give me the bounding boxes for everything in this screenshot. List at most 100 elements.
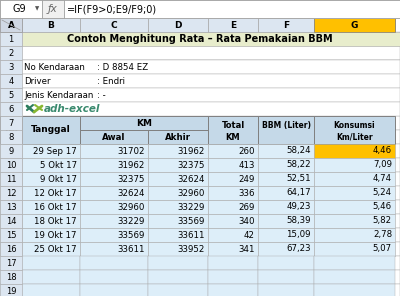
Text: G: G bbox=[351, 20, 358, 30]
Bar bbox=[0, 200, 22, 214]
Bar bbox=[258, 270, 314, 284]
Text: B: B bbox=[48, 20, 54, 30]
Bar bbox=[0, 242, 22, 256]
Text: 19 Okt 17: 19 Okt 17 bbox=[34, 231, 77, 239]
Bar bbox=[22, 242, 400, 256]
Text: 11: 11 bbox=[6, 175, 16, 184]
Text: ƒx: ƒx bbox=[48, 4, 58, 14]
Bar bbox=[22, 186, 400, 200]
Bar bbox=[0, 18, 22, 32]
Text: 64,17: 64,17 bbox=[286, 189, 311, 197]
Bar bbox=[208, 284, 258, 296]
Text: 249: 249 bbox=[239, 175, 255, 184]
Text: Km/Liter: Km/Liter bbox=[336, 133, 373, 141]
Bar bbox=[208, 144, 258, 158]
Text: C: C bbox=[111, 20, 117, 30]
Bar bbox=[148, 256, 208, 270]
Text: 5: 5 bbox=[8, 91, 14, 99]
Bar bbox=[314, 158, 395, 172]
Bar bbox=[22, 116, 80, 144]
Bar bbox=[208, 186, 258, 200]
Text: 12: 12 bbox=[6, 189, 16, 197]
Text: Tanggal: Tanggal bbox=[31, 126, 71, 134]
Bar bbox=[258, 172, 314, 186]
Bar bbox=[148, 228, 208, 242]
Text: ▼: ▼ bbox=[36, 7, 40, 12]
Bar bbox=[0, 130, 22, 144]
Text: 31702: 31702 bbox=[118, 147, 145, 155]
Bar bbox=[0, 200, 22, 214]
Text: 5: 5 bbox=[8, 91, 14, 99]
Text: 17: 17 bbox=[6, 258, 16, 268]
Bar bbox=[22, 200, 400, 214]
Text: 9: 9 bbox=[8, 147, 14, 155]
Text: 16: 16 bbox=[6, 244, 16, 253]
Text: 17: 17 bbox=[6, 258, 16, 268]
Bar bbox=[22, 46, 400, 60]
Text: 32375: 32375 bbox=[178, 160, 205, 170]
Text: 49,23: 49,23 bbox=[286, 202, 311, 212]
Bar bbox=[0, 200, 22, 214]
Bar bbox=[0, 214, 22, 228]
Text: Awal: Awal bbox=[102, 133, 126, 141]
Text: 32960: 32960 bbox=[178, 189, 205, 197]
Bar bbox=[0, 256, 22, 270]
Bar bbox=[258, 158, 314, 172]
Bar bbox=[22, 144, 80, 158]
Text: 14: 14 bbox=[6, 216, 16, 226]
Bar bbox=[64, 0, 400, 18]
Bar bbox=[314, 144, 395, 158]
Bar bbox=[80, 256, 148, 270]
Text: E: E bbox=[230, 20, 236, 30]
Text: =IF(F9>0;E9/F9;0): =IF(F9>0;E9/F9;0) bbox=[67, 4, 157, 14]
Bar bbox=[0, 214, 22, 228]
Bar bbox=[258, 228, 314, 242]
Bar bbox=[22, 60, 400, 74]
Text: 9: 9 bbox=[8, 147, 14, 155]
Text: 33569: 33569 bbox=[118, 231, 145, 239]
Bar bbox=[0, 186, 22, 200]
Bar bbox=[208, 158, 258, 172]
Bar bbox=[64, 0, 400, 18]
Bar bbox=[148, 144, 208, 158]
Bar bbox=[22, 18, 80, 32]
Text: ƒx: ƒx bbox=[48, 4, 58, 14]
Text: 7: 7 bbox=[8, 118, 14, 128]
Bar bbox=[80, 130, 148, 144]
Text: 260: 260 bbox=[238, 147, 255, 155]
Bar bbox=[314, 228, 395, 242]
Text: 413: 413 bbox=[238, 160, 255, 170]
Text: 5 Okt 17: 5 Okt 17 bbox=[40, 160, 77, 170]
Text: 58,22: 58,22 bbox=[286, 160, 311, 170]
Bar bbox=[80, 186, 148, 200]
Text: Total: Total bbox=[221, 121, 245, 130]
Bar bbox=[314, 214, 395, 228]
Bar bbox=[22, 60, 400, 74]
Text: E: E bbox=[230, 20, 236, 30]
Text: : Endri: : Endri bbox=[97, 76, 125, 86]
Bar bbox=[0, 116, 22, 130]
Text: BBM (Liter): BBM (Liter) bbox=[262, 121, 310, 130]
Bar bbox=[22, 270, 80, 284]
Text: 4,74: 4,74 bbox=[373, 175, 392, 184]
Bar bbox=[42, 0, 64, 18]
Text: 1: 1 bbox=[8, 35, 14, 44]
Bar bbox=[0, 284, 22, 296]
Bar bbox=[148, 172, 208, 186]
Text: 33611: 33611 bbox=[118, 244, 145, 253]
Text: 7: 7 bbox=[8, 231, 14, 239]
Bar bbox=[22, 186, 80, 200]
Bar bbox=[0, 18, 22, 32]
Text: KM: KM bbox=[226, 133, 240, 141]
Text: 8: 8 bbox=[8, 244, 14, 253]
Text: 33952: 33952 bbox=[178, 244, 205, 253]
Bar bbox=[80, 116, 208, 130]
Text: KM: KM bbox=[136, 118, 152, 128]
Bar bbox=[22, 270, 400, 284]
Bar bbox=[0, 130, 22, 144]
Bar bbox=[22, 74, 400, 88]
Bar bbox=[208, 242, 258, 256]
Text: No: No bbox=[4, 126, 18, 134]
Text: 15: 15 bbox=[6, 231, 16, 239]
Bar bbox=[22, 102, 400, 116]
